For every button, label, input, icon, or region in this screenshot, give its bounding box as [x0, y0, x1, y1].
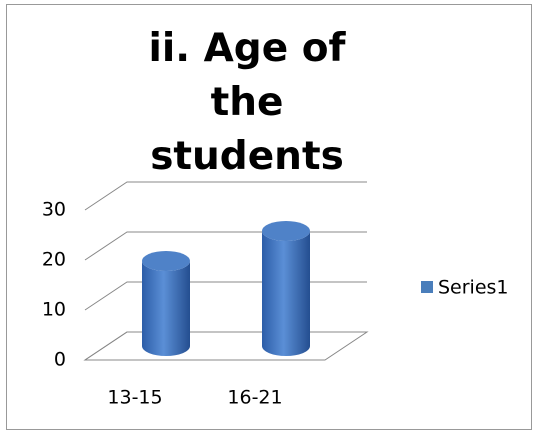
- chart-title: ii. Age of the students: [148, 26, 346, 179]
- bar-top: [142, 251, 190, 271]
- x-tick-label: 13-15: [107, 387, 162, 409]
- y-tick-label: 10: [42, 299, 66, 321]
- bar-top: [262, 221, 310, 241]
- bar: [142, 261, 190, 356]
- legend-swatch: [421, 281, 433, 293]
- y-tick-label: 0: [54, 349, 66, 371]
- y-tick-label: 20: [42, 249, 66, 271]
- legend-label: Series1: [438, 277, 509, 299]
- chart-border: [6, 4, 532, 430]
- grid-line: [84, 181, 367, 211]
- bar: [262, 231, 310, 356]
- x-tick-label: 16-21: [227, 387, 282, 409]
- y-tick-label: 30: [42, 199, 66, 221]
